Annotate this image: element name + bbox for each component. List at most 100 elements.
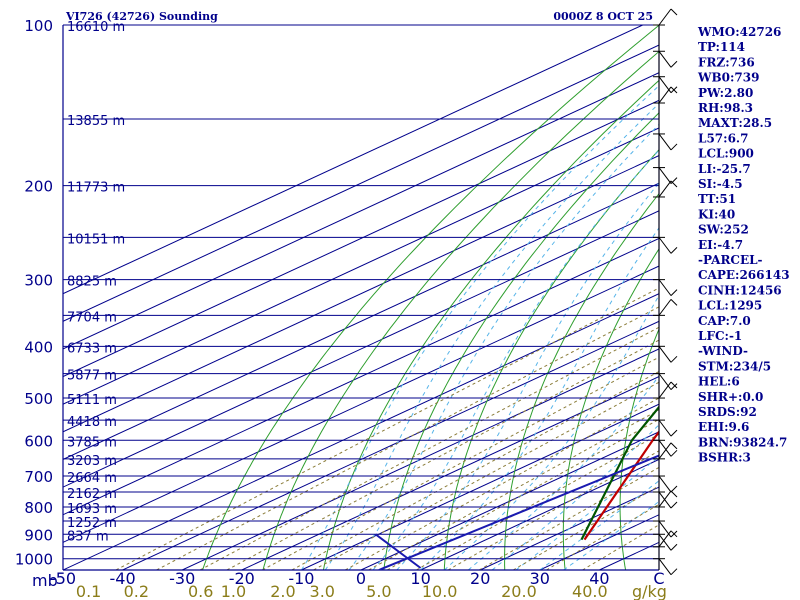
index-item: WMO:42726 [697,25,781,39]
wind-barb-flag [670,8,678,16]
temperature-tick-label: 40 [589,569,609,588]
wind-barb-flag [670,449,678,457]
station-title: VI726 (42726) Sounding [65,10,218,23]
wind-barb-flag [670,299,678,306]
wind-barb-flag [670,177,678,184]
index-item: TT:51 [698,192,736,206]
isobar-lines [63,24,659,560]
wind-barb-shaft [658,373,672,390]
index-item: EHI:9.6 [698,420,749,434]
temperature-tick-label: 20 [470,569,490,588]
wind-barb-shaft [658,381,672,399]
index-item: EI:-4.7 [698,238,743,252]
wind-barb-shaft [658,475,672,493]
index-item: BSHR:3 [698,451,751,465]
index-item: CAPE:266143 [698,268,790,282]
wind-barb-shaft [658,76,672,94]
moist-adiabat-line [563,500,659,570]
dry-adiabat-line [202,25,659,570]
index-item: KI:40 [698,207,735,221]
mixing-ratio-line [156,306,659,570]
dewpoint-profile-line [580,405,659,541]
pressure-tick-label: 600 [24,432,53,450]
wind-barb-shaft [658,167,672,184]
wind-barb-flag [670,429,678,437]
pressure-unit-label: mb [32,571,58,590]
height-label: 3203 m [67,454,117,469]
height-label: 1252 m [67,516,117,531]
index-item: -WIND- [698,344,748,358]
pressure-axis-labels: 100 200 300 400 500 600 700 800 900 1000 mb [15,17,58,590]
wind-barb-shaft [658,299,672,316]
wind-barb-shaft [658,8,672,26]
hodograph-trace [375,533,422,569]
mixing-ratio-line [291,370,659,570]
wind-barb-flag [670,442,678,450]
mixing-ratio-tick-label: 0.2 [124,582,149,600]
height-label: 2664 m [67,471,117,486]
wind-barb-flag [670,60,678,68]
index-item: MAXT:28.5 [698,116,772,130]
height-label: 13855 m [67,114,125,129]
mixing-ratio-line [262,356,659,570]
index-item: CINH:12456 [698,283,782,297]
dry-adiabat-line [262,50,659,570]
isotherm-line [301,403,659,570]
index-item: RH:98.3 [698,101,753,115]
wind-barb-flag [670,485,678,493]
mixing-ratio-tick-label: 0.6 [188,582,213,600]
wind-barb-flag [670,490,678,498]
temperature-tick-label: -40 [110,569,136,588]
wind-barb-flag [670,568,678,576]
temperature-tick-label: 0 [356,569,366,588]
wind-barb-flag [670,543,678,551]
mixing-ratio-labels: 0.1 0.2 0.6 1.0 2.0 3.0 5.0 10.0 20.0 40.0 g/kg [76,582,667,600]
temperature-tick-label: 30 [530,569,550,588]
hodograph [375,454,659,570]
wind-barb-shaft [658,180,672,198]
isotherm-line [420,458,659,570]
wind-barb-flag [670,143,678,151]
temperature-profile-line [583,430,659,541]
index-item: SRDS:92 [698,405,757,419]
wind-barb-shaft [658,490,672,508]
temperature-tick-label: C [653,569,664,588]
isotherm-line [63,293,659,570]
mixing-ratio-lines [115,287,659,570]
index-item: SHR+:0.0 [698,390,763,404]
index-item: SI:-4.5 [698,177,743,191]
wind-barb-shaft [658,533,672,551]
index-item: PW:2.80 [698,86,753,100]
index-item: WB0:739 [697,71,759,85]
mixing-ratio-line [582,524,659,570]
mixing-ratio-tick-label: 1.0 [221,582,246,600]
moist-adiabat-line [348,123,659,570]
wind-barb-shaft [658,419,672,437]
isotherm-line [63,265,659,543]
dry-adiabat-line [322,79,659,570]
index-item: CAP:7.0 [698,314,751,328]
wind-barb-shaft [658,50,672,68]
wind-barb-flag [670,180,678,188]
hodograph-trace [378,454,659,570]
mixing-ratio-tick-label: 20.0 [501,582,537,600]
temperature-tick-label: -50 [50,569,76,588]
index-item: BRN:93824.7 [698,435,787,449]
wind-barb-flag [670,381,678,389]
index-item: STM:234/5 [698,359,771,373]
index-item: FRZ:736 [698,55,755,69]
mixing-ratio-line [226,339,659,570]
wind-barb-shaft [658,237,672,254]
mixing-ratio-tick-label: 5.0 [366,582,391,600]
pressure-tick-label: 200 [24,178,53,196]
isotherm-line [360,431,659,570]
height-label: 2162 m [67,487,117,502]
dry-adiabat-line [443,149,659,570]
wind-barb-flag [670,501,678,509]
moist-adiabat-line [300,85,659,570]
temperature-axis-labels: -50 -40 -30 -20 -10 0 10 20 30 40 C [50,569,665,588]
dry-adiabat-line [619,327,659,570]
height-label: 6733 m [67,341,117,356]
pressure-tick-label: 700 [24,468,53,486]
